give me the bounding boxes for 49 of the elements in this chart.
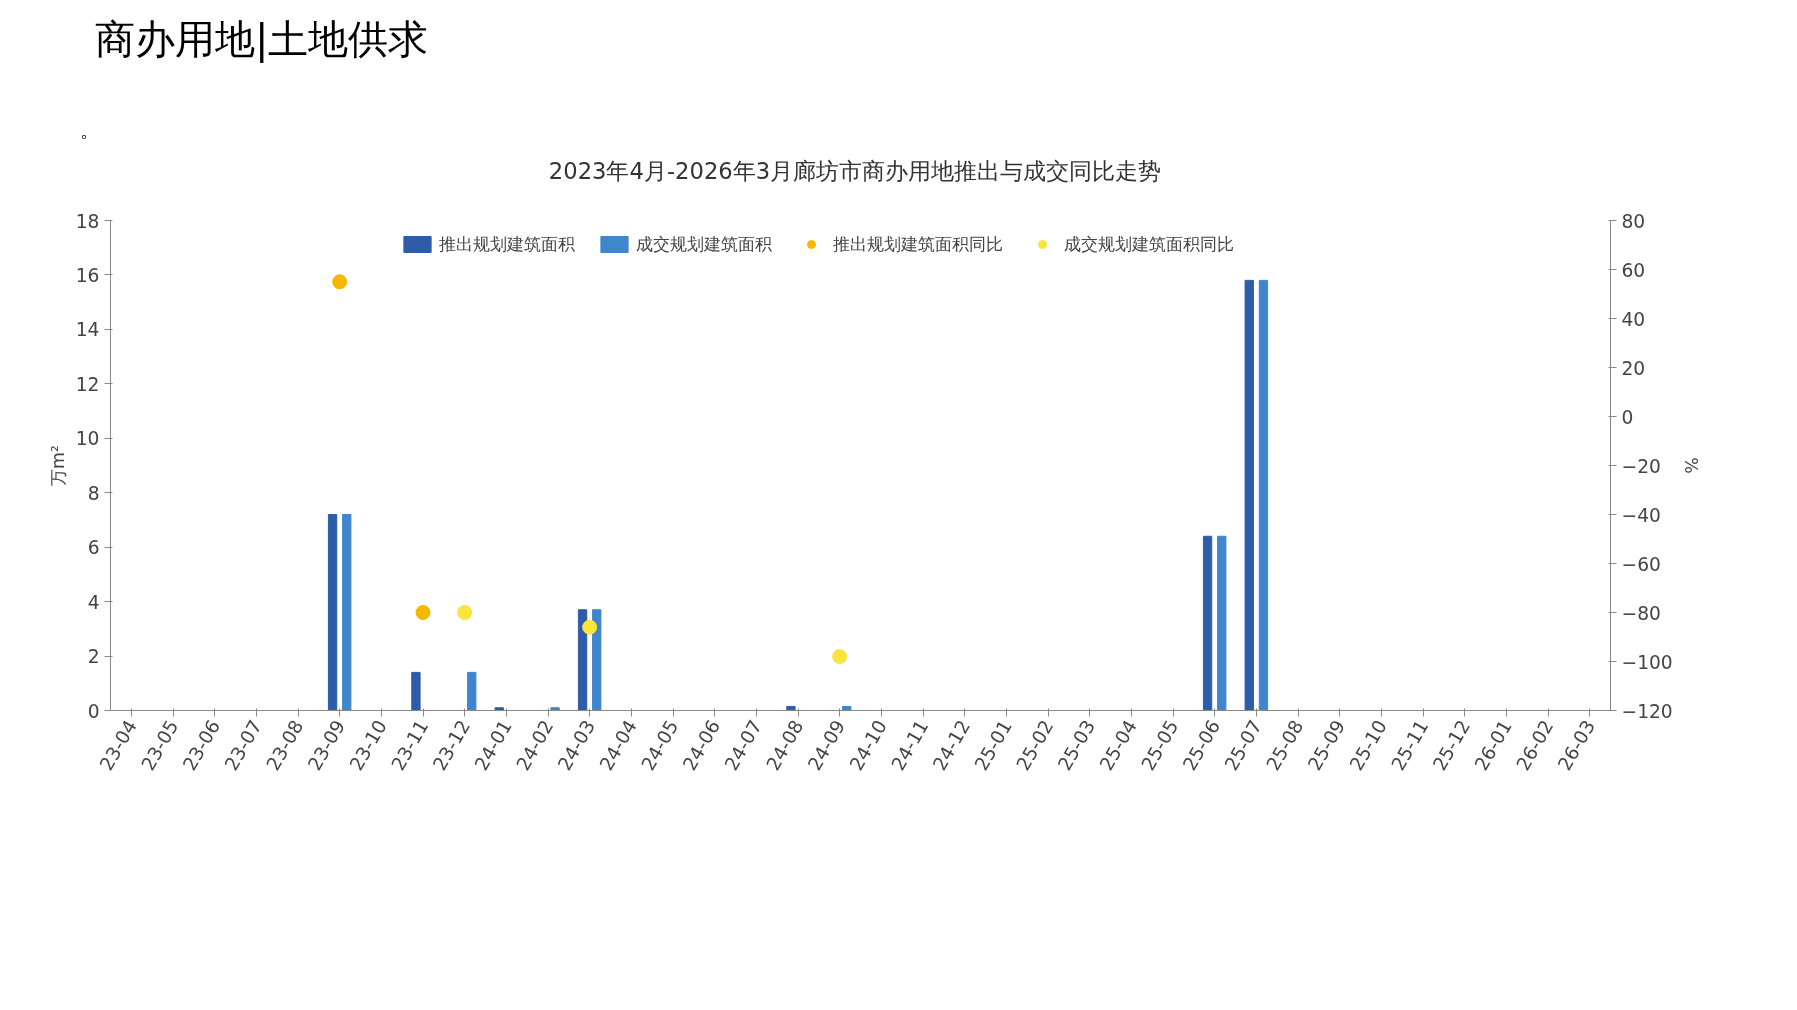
bar [592, 609, 602, 711]
y2-tick-label: 40 [1621, 308, 1646, 330]
y2-tick-label: 20 [1621, 357, 1646, 379]
y-tick-label: 6 [87, 537, 100, 559]
legend-label: 推出规划建筑面积 [439, 233, 575, 256]
bar [1244, 279, 1254, 711]
bar [842, 705, 852, 711]
bar [342, 514, 352, 711]
point [832, 649, 848, 665]
y-tick-label: 2 [87, 646, 100, 668]
chart-title: 2023年4月-2026年3月廊坊市商办用地推出与成交同比走势 [547, 156, 1163, 186]
y-tick-label: 16 [75, 264, 100, 286]
y2-tick-label: −40 [1621, 504, 1661, 526]
y2-tick-label: 80 [1621, 210, 1646, 232]
bar [786, 705, 796, 711]
legend-label: 成交规划建筑面积 [636, 233, 772, 256]
y-tick-label: 8 [87, 482, 100, 504]
bar [1217, 535, 1227, 711]
y-axis-title: 万m² [47, 445, 68, 486]
text: 商办用地|土地供求 [95, 15, 430, 65]
point [415, 605, 431, 620]
y-tick-label: 18 [75, 210, 100, 232]
y-tick-label: 12 [75, 373, 100, 395]
point [457, 605, 473, 620]
point [582, 619, 598, 635]
text: 。 [80, 119, 100, 144]
y-tick-label: 4 [87, 591, 100, 613]
y-tick-label: 0 [87, 700, 100, 722]
bar [1202, 535, 1213, 711]
bar [577, 609, 588, 711]
bar [1258, 279, 1269, 711]
y-tick-label: 14 [75, 319, 100, 341]
y2-tick-label: −20 [1621, 455, 1661, 477]
bar [494, 707, 504, 711]
y-tick-label: 10 [75, 428, 100, 450]
y2-tick-label: 60 [1621, 259, 1646, 281]
legend-label: 推出规划建筑面积同比 [833, 233, 1003, 256]
point [332, 274, 348, 290]
bar [467, 671, 477, 711]
y2-tick-label: −80 [1621, 602, 1661, 624]
y2-tick-label: −60 [1621, 553, 1661, 575]
y2-tick-label: 0 [1621, 406, 1634, 428]
legend-label: 成交规划建筑面积同比 [1064, 233, 1234, 256]
bar [411, 671, 421, 711]
bar [550, 707, 560, 711]
y2-tick-label: −120 [1621, 700, 1673, 722]
bar [327, 514, 338, 711]
y2-axis-title: % [1680, 457, 1701, 474]
y2-tick-label: −100 [1621, 651, 1673, 673]
